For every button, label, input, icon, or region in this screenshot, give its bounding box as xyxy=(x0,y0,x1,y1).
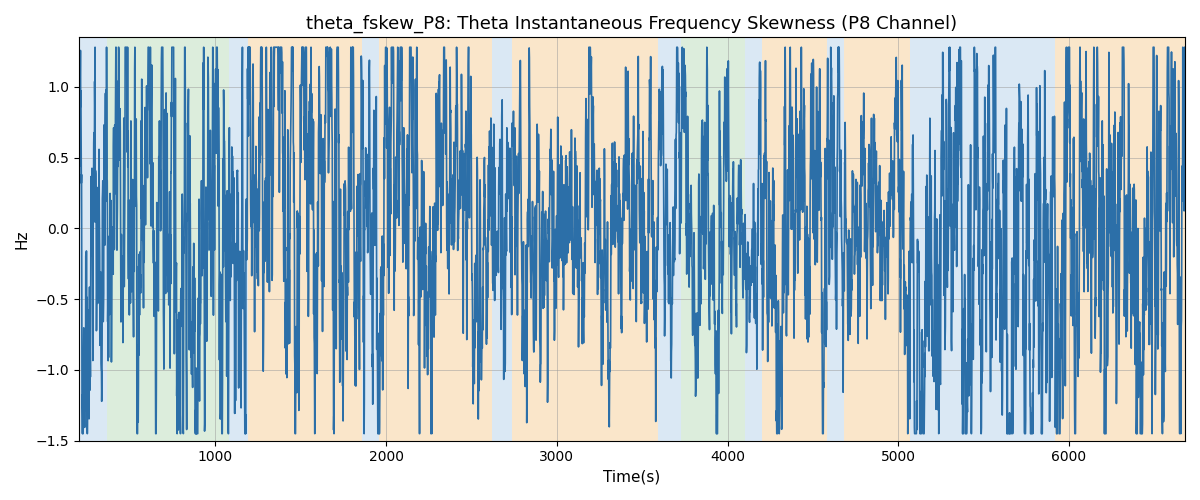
Bar xyxy=(762,38,827,440)
Bar xyxy=(229,38,248,440)
Bar xyxy=(1037,38,1055,440)
Bar xyxy=(492,38,512,440)
Bar xyxy=(910,38,1037,440)
Bar xyxy=(682,38,745,440)
Title: theta_fskew_P8: Theta Instantaneous Frequency Skewness (P8 Channel): theta_fskew_P8: Theta Instantaneous Freq… xyxy=(306,15,958,34)
Bar xyxy=(658,38,682,440)
Bar xyxy=(362,38,379,440)
Bar xyxy=(827,38,844,440)
X-axis label: Time(s): Time(s) xyxy=(604,470,660,485)
Bar xyxy=(379,38,492,440)
Bar xyxy=(79,38,107,440)
Bar xyxy=(248,38,362,440)
Bar xyxy=(512,38,658,440)
Y-axis label: Hz: Hz xyxy=(14,230,30,249)
Bar xyxy=(1055,38,1186,440)
Bar xyxy=(844,38,910,440)
Bar xyxy=(107,38,229,440)
Bar xyxy=(745,38,762,440)
